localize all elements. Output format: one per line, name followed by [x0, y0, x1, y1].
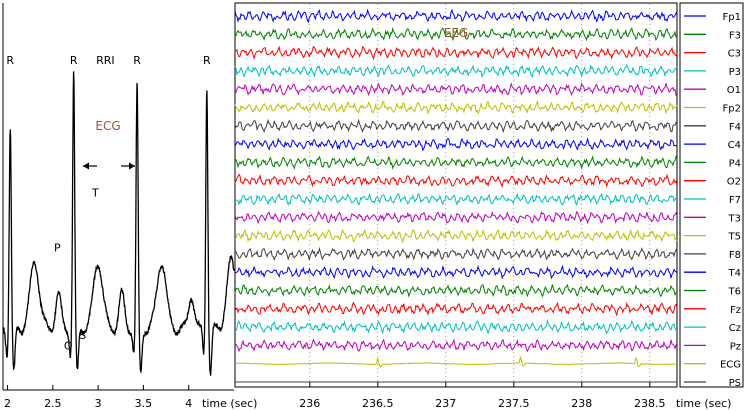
- eeg-x-tick-label: 237.5: [498, 397, 530, 410]
- eeg-x-tick-label: 238.5: [634, 397, 666, 410]
- ecg-x-ticks: 2 2.5 3 3.5 4: [4, 385, 192, 410]
- ecg-annotation: Q: [64, 339, 73, 352]
- eeg-x-tick-label: 237: [435, 397, 456, 410]
- ecg-x-tick-label: 4: [185, 397, 192, 410]
- legend-label: C3: [728, 49, 741, 60]
- legend-label: Fp2: [723, 104, 741, 115]
- legend-label: PS: [729, 378, 741, 389]
- eeg-x-tick-label: 238: [571, 397, 592, 410]
- legend-label: F8: [729, 250, 741, 261]
- eeg-trace-c3: [234, 45, 678, 61]
- legend-label: O1: [727, 85, 741, 96]
- eeg-x-tick-label: 236: [299, 397, 320, 410]
- ecg-annotation: R: [70, 54, 78, 67]
- eeg-trace-c4: [234, 137, 678, 152]
- eeg-trace-fp1: [234, 8, 678, 24]
- eeg-trace-f3: [234, 26, 678, 42]
- eeg-trace-cz: [234, 318, 677, 335]
- legend-label: F7: [729, 195, 741, 206]
- legend-label: ECG: [720, 360, 741, 371]
- eeg-xlabel: time (sec): [676, 397, 731, 410]
- legend-items: Fp1 F3 C3 P3 O1 Fp2 F4 C4 P4 O2 F7 T3 T5 F8 T4 T6 Fz Cz Pz…: [684, 12, 741, 389]
- eeg-x-tick-label: 236.5: [362, 397, 394, 410]
- ecg-xlabel: time (sec): [202, 397, 257, 410]
- eeg-panel: 236 236.5 237 237.5 238 238.5 EEG time (sec): [234, 2, 731, 410]
- eeg-trace-f7: [234, 192, 678, 207]
- legend-label: O2: [727, 177, 741, 188]
- eeg-trace-ecg: [234, 355, 678, 369]
- eeg-trace-p3: [234, 63, 678, 79]
- ecg-annotation: R: [203, 54, 211, 67]
- eeg-trace-t4: [234, 264, 678, 280]
- legend-label: P4: [729, 158, 741, 169]
- legend-label: P3: [729, 67, 741, 78]
- legend-label: Cz: [729, 323, 741, 334]
- eeg-trace-t6: [234, 283, 678, 298]
- legend-box: [679, 2, 744, 388]
- ecg-annotation: T: [91, 187, 99, 200]
- rri-left-arrowhead: [83, 162, 89, 170]
- ecg-panel: 2 2.5 3 3.5 4 ECG R R R R RRI P QS T time (sec): [2, 3, 257, 410]
- ecg-annotation: P: [54, 241, 61, 254]
- eeg-title: EEG: [444, 26, 468, 40]
- eeg-trace-p4: [234, 155, 678, 170]
- eeg-trace-o2: [234, 173, 678, 188]
- ecg-trace: [2, 71, 235, 376]
- legend-label: T4: [728, 268, 741, 279]
- legend-label: F3: [729, 30, 741, 41]
- legend-label: C4: [728, 140, 741, 151]
- eeg-trace-fp2: [234, 100, 678, 115]
- eeg-trace-t5: [234, 228, 678, 244]
- legend-label: T6: [728, 287, 741, 298]
- eeg-trace-fz: [234, 301, 678, 317]
- ecg-x-tick-label: 3: [95, 397, 102, 410]
- eeg-trace-o1: [234, 81, 678, 97]
- legend-label: Pz: [730, 341, 741, 352]
- ecg-title: ECG: [95, 119, 120, 133]
- eeg-plot-frame: [234, 2, 678, 388]
- eeg-x-ticks: 236 236.5 237 237.5 238 238.5: [299, 382, 666, 410]
- rri-arrows: [83, 162, 135, 170]
- legend-label: T3: [728, 213, 741, 224]
- eeg-traces: [234, 8, 678, 383]
- ecg-annotation: R: [6, 54, 14, 67]
- eeg-trace-f8: [234, 246, 678, 262]
- ecg-annotation: R: [133, 54, 141, 67]
- ecg-annotation: RRI: [96, 54, 115, 67]
- ecg-x-tick-label: 2.5: [44, 397, 62, 410]
- ecg-x-tick-label: 3.5: [135, 397, 153, 410]
- eeg-trace-f4: [234, 118, 678, 134]
- legend-label: Fz: [730, 305, 741, 316]
- eeg-trace-pz: [234, 338, 678, 353]
- rri-right-arrowhead: [129, 162, 135, 170]
- eeg-legend: Fp1 F3 C3 P3 O1 Fp2 F4 C4 P4 O2 F7 T3 T5 F8 T4 T6 Fz Cz Pz…: [679, 2, 744, 389]
- eeg-trace-t3: [234, 210, 678, 225]
- ecg-annotations: R R R R RRI P QS T: [6, 54, 211, 352]
- ecg-x-tick-label: 2: [4, 397, 11, 410]
- ecg-annotation: S: [79, 329, 86, 342]
- legend-label: T5: [728, 232, 741, 243]
- legend-label: F4: [729, 122, 741, 133]
- legend-label: Fp1: [723, 12, 741, 23]
